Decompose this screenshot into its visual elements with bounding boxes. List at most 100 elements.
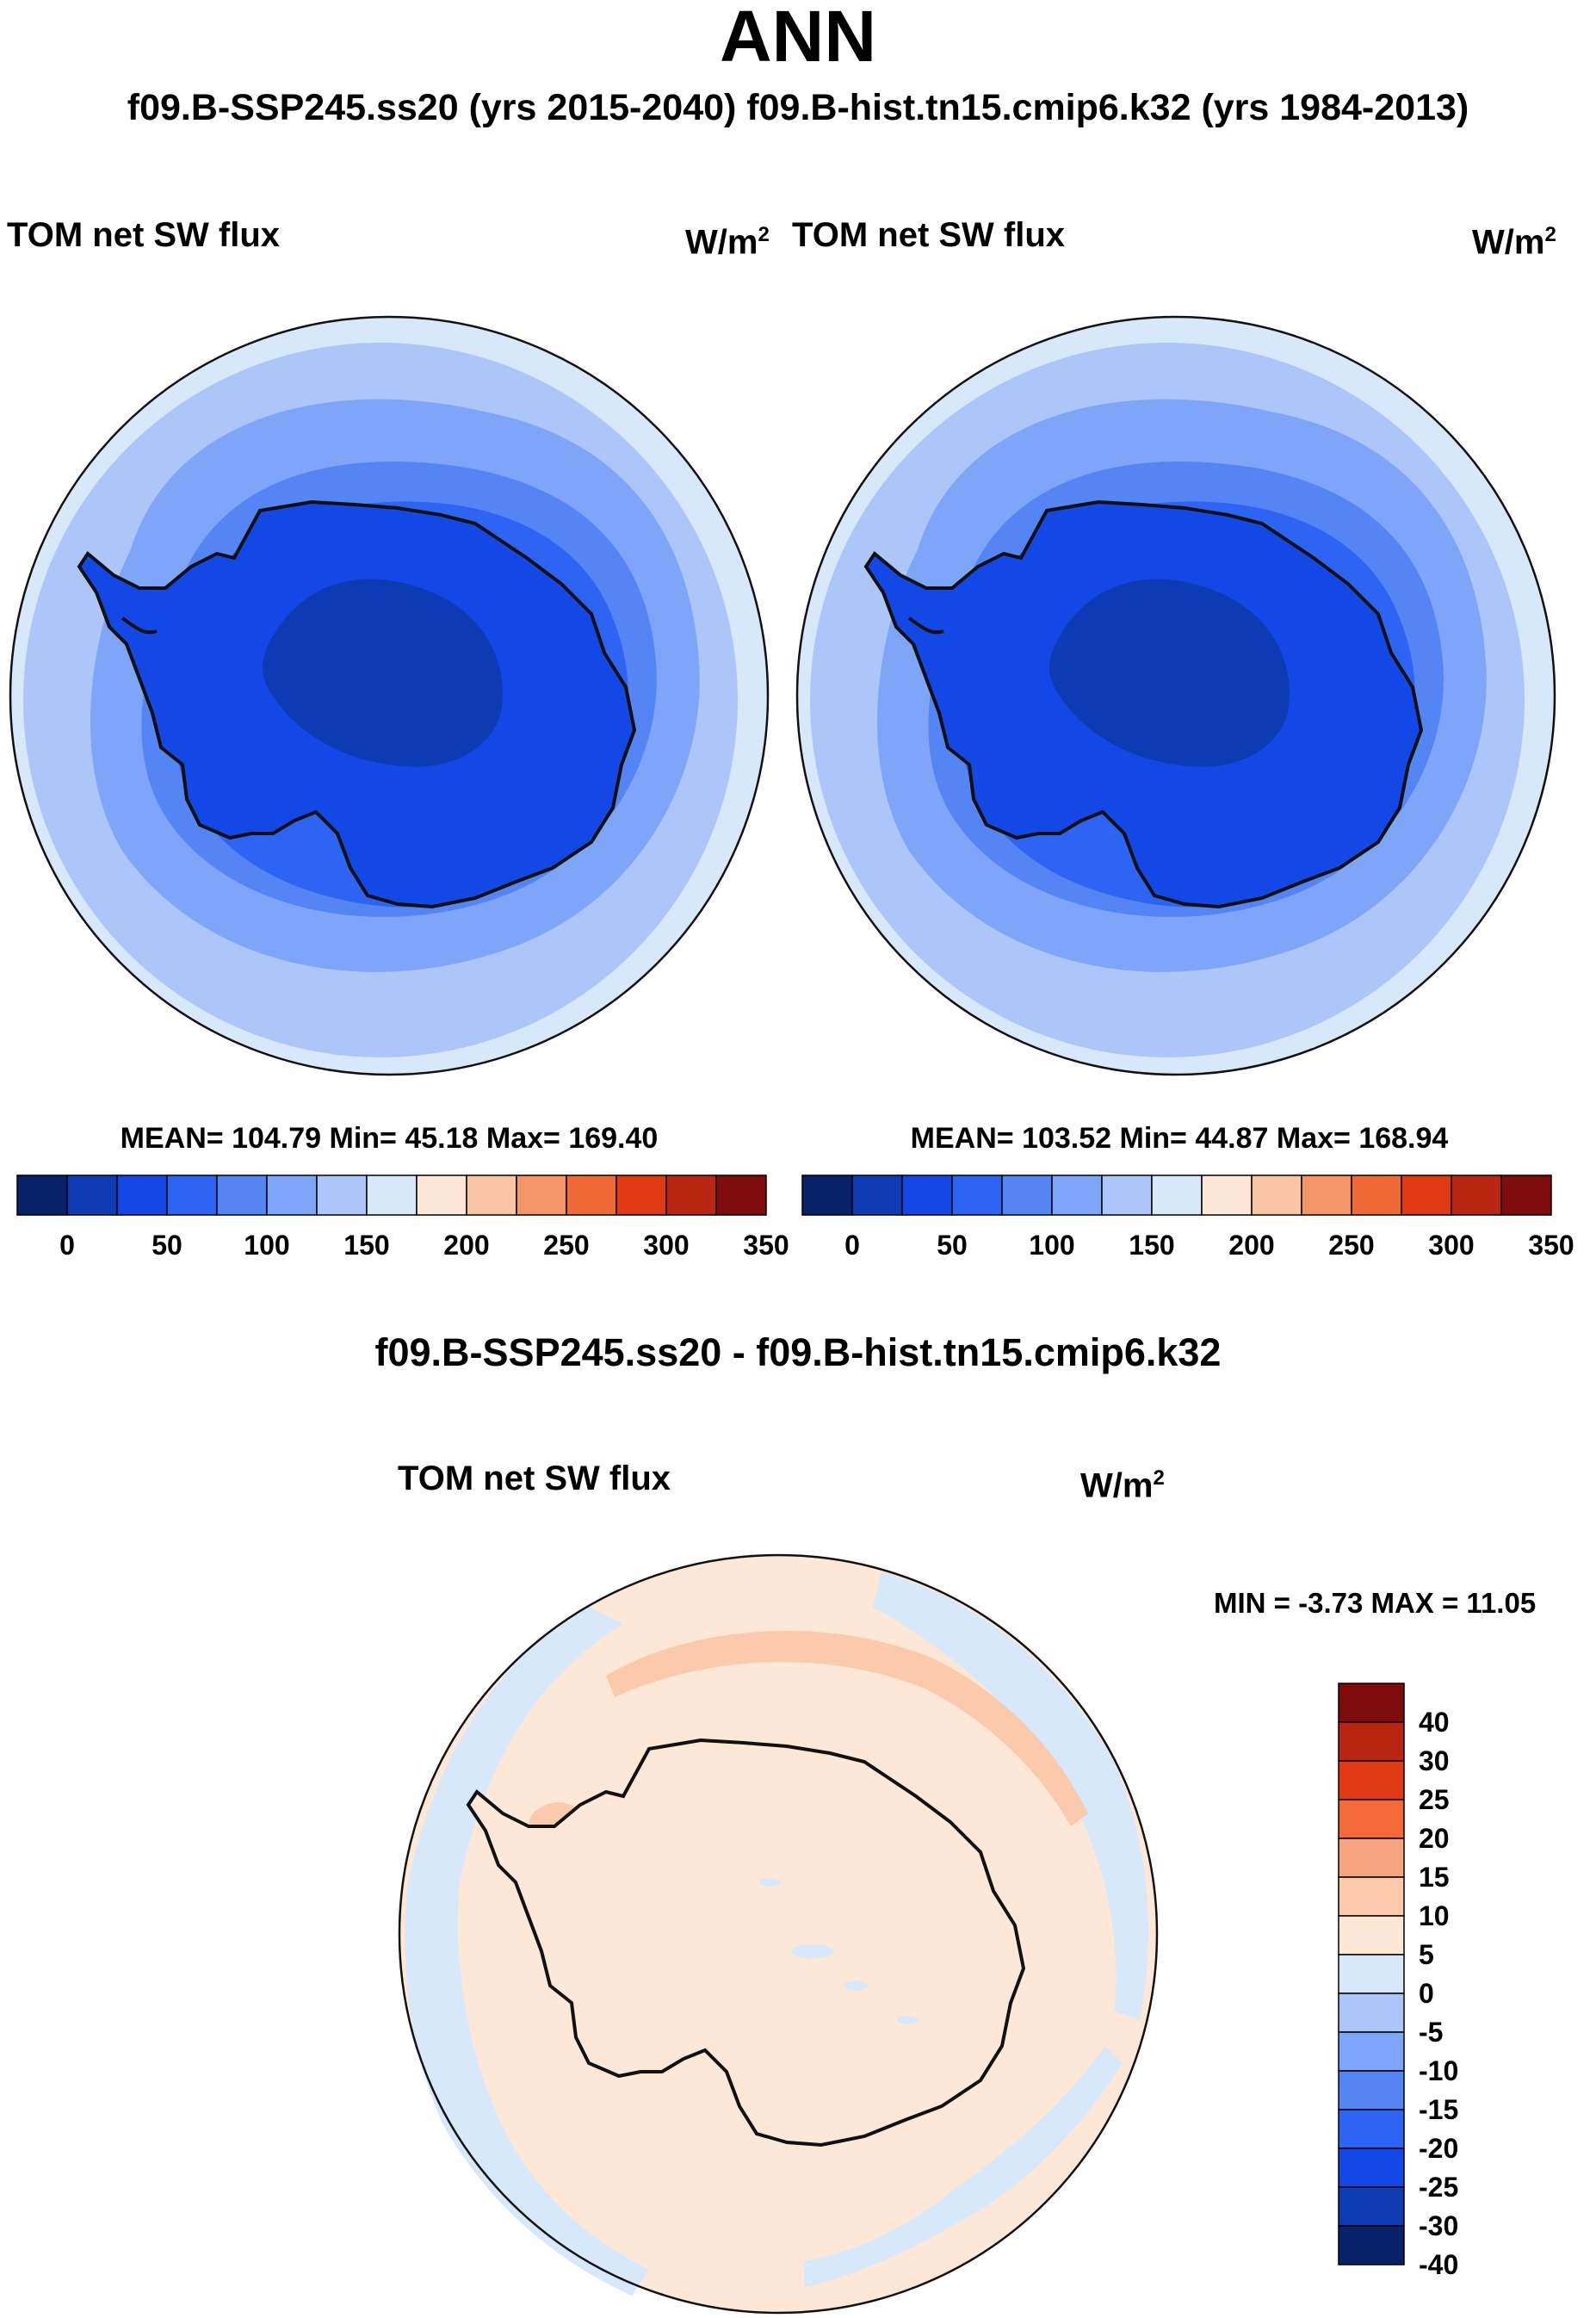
diff-colorbar-box-5 [1338, 1876, 1405, 1917]
panel2-colorbar-tick-label: 100 [1029, 1230, 1075, 1261]
diff-colorbar-box-0 [1338, 1683, 1405, 1723]
panel1-units-exp: 2 [758, 223, 770, 246]
panel2-colorbar-box-8 [1201, 1174, 1253, 1216]
diff-colorbar-box-6 [1338, 1915, 1405, 1955]
diff-colorbar-tick-label: 5 [1419, 1939, 1434, 1970]
diff-colorbar-box-3 [1338, 1799, 1405, 1839]
diff-variable-label: TOM net SW flux [398, 1460, 671, 1497]
panel1-colorbar-box-3 [166, 1174, 218, 1216]
page-subtitle: f09.B-SSP245.ss20 (yrs 2015-2040) f09.B-… [127, 87, 1469, 128]
diff-title: f09.B-SSP245.ss20 - f09.B-hist.tn15.cmip… [374, 1330, 1222, 1374]
panel1-colorbar-box-0 [16, 1174, 68, 1216]
panel2-colorbar-box-12 [1401, 1174, 1452, 1216]
panel1-colorbar-tick-label: 350 [743, 1230, 789, 1261]
diff-colorbar-box-7 [1338, 1954, 1405, 1994]
panel2-colorbar-tick-label: 50 [937, 1230, 968, 1261]
panel2-variable-label: TOM net SW flux [792, 216, 1066, 254]
panel2-units-exp: 2 [1544, 223, 1556, 246]
panel2-colorbar-tick-label: 350 [1528, 1230, 1574, 1261]
diff-colorbar-box-2 [1338, 1760, 1405, 1800]
panel1-colorbar-box-2 [116, 1174, 168, 1216]
panel1-colorbar-box-12 [616, 1174, 667, 1216]
diff-colorbar-box-9 [1338, 2031, 1405, 2072]
panel1-colorbar-tick-label: 150 [343, 1230, 390, 1261]
panel1-variable-label: TOM net SW flux [7, 216, 281, 254]
diff-colorbar-tick-label: 0 [1419, 1978, 1434, 2009]
diff-colorbar-tick-label: -25 [1419, 2172, 1459, 2203]
panel1-colorbar-box-9 [466, 1174, 517, 1216]
panel2-colorbar-box-11 [1351, 1174, 1402, 1216]
panel1-colorbar-box-10 [516, 1174, 567, 1216]
panel1-colorbar-tick-label: 100 [244, 1230, 290, 1261]
panel1-colorbar-box-13 [665, 1174, 717, 1216]
panel2-colorbar-tick-label: 250 [1328, 1230, 1375, 1261]
diff-colorbar-tick-label: 25 [1419, 1784, 1450, 1815]
diff-colorbar-tick-label: -30 [1419, 2210, 1459, 2241]
panel2-map [795, 315, 1556, 1076]
diff-colorbar-box-14 [1338, 2225, 1405, 2265]
diff-map [398, 1553, 1159, 2315]
panel1-colorbar-tick-label: 300 [643, 1230, 690, 1261]
diff-colorbar-tick-label: 20 [1419, 1823, 1450, 1854]
panel1-colorbar-box-5 [266, 1174, 318, 1216]
diff-colorbar-box-8 [1338, 1993, 1405, 2033]
diff-colorbar-tick-label: 15 [1419, 1862, 1450, 1893]
panel2-colorbar-box-3 [951, 1174, 1003, 1216]
diff-colorbar-box-1 [1338, 1721, 1405, 1762]
panel2-colorbar-box-10 [1301, 1174, 1352, 1216]
panel2-colorbar-box-14 [1500, 1174, 1552, 1216]
page-title: ANN [720, 0, 876, 77]
colorbar-panel2 [801, 1174, 1552, 1216]
panel2-units-base: W/m [1472, 223, 1545, 262]
panel2-colorbar-tick-label: 300 [1428, 1230, 1475, 1261]
diff-colorbar-tick-label: 10 [1419, 1900, 1450, 1931]
panel2-stats: MEAN= 103.52 Min= 44.87 Max= 168.94 [910, 1122, 1449, 1155]
panel2-units: W/m2 [1472, 215, 1556, 262]
diff-colorbar-tick-label: -5 [1419, 2017, 1444, 2048]
diff-colorbar-tick-label: -10 [1419, 2055, 1459, 2086]
diff-colorbar-tick-label: -20 [1419, 2133, 1459, 2164]
panel2-colorbar-box-6 [1101, 1174, 1153, 1216]
diff-colorbar-box-13 [1338, 2186, 1405, 2227]
diff-colorbar-box-10 [1338, 2070, 1405, 2110]
panel1-colorbar-tick-label: 0 [59, 1230, 75, 1261]
colorbar-diff [1338, 1683, 1405, 2265]
panel1-colorbar-box-6 [316, 1174, 368, 1216]
diff-colorbar-tick-label: 40 [1419, 1707, 1450, 1738]
diff-colorbar-tick-label: -15 [1419, 2094, 1459, 2125]
panel2-colorbar-box-4 [1001, 1174, 1053, 1216]
diff-units-exp: 2 [1153, 1466, 1165, 1490]
panel1-colorbar-tick-label: 200 [443, 1230, 490, 1261]
panel2-colorbar-box-9 [1251, 1174, 1302, 1216]
diff-units: W/m2 [1080, 1459, 1165, 1505]
panel1-colorbar-box-1 [66, 1174, 118, 1216]
diff-colorbar-box-4 [1338, 1838, 1405, 1878]
panel2-colorbar-box-5 [1051, 1174, 1103, 1216]
diff-colorbar-box-11 [1338, 2109, 1405, 2149]
panel1-colorbar-tick-label: 50 [152, 1230, 182, 1261]
colorbar-panel1 [16, 1174, 767, 1216]
panel1-colorbar-tick-label: 250 [543, 1230, 590, 1261]
panel1-units: W/m2 [685, 215, 770, 262]
panel2-colorbar-box-13 [1451, 1174, 1502, 1216]
panel1-colorbar-box-8 [416, 1174, 467, 1216]
panel1-stats: MEAN= 104.79 Min= 45.18 Max= 169.40 [120, 1122, 659, 1155]
diff-units-base: W/m [1080, 1466, 1154, 1505]
panel1-colorbar-box-4 [216, 1174, 268, 1216]
panel2-colorbar-tick-label: 200 [1228, 1230, 1275, 1261]
panel2-colorbar-tick-label: 150 [1129, 1230, 1175, 1261]
panel2-colorbar-box-2 [901, 1174, 953, 1216]
diff-colorbar-tick-label: 30 [1419, 1745, 1450, 1776]
diff-colorbar-box-12 [1338, 2148, 1405, 2188]
panel1-colorbar-box-7 [366, 1174, 418, 1216]
panel2-colorbar-box-0 [801, 1174, 853, 1216]
panel1-units-base: W/m [685, 223, 758, 262]
panel2-colorbar-box-7 [1151, 1174, 1203, 1216]
diff-colorbar-tick-label: -40 [1419, 2249, 1459, 2280]
panel1-colorbar-box-14 [715, 1174, 767, 1216]
panel1-colorbar-box-11 [566, 1174, 617, 1216]
panel1-map [9, 315, 770, 1076]
panel2-colorbar-tick-label: 0 [844, 1230, 860, 1261]
diff-stats: MIN = -3.73 MAX = 11.05 [1214, 1587, 1537, 1619]
